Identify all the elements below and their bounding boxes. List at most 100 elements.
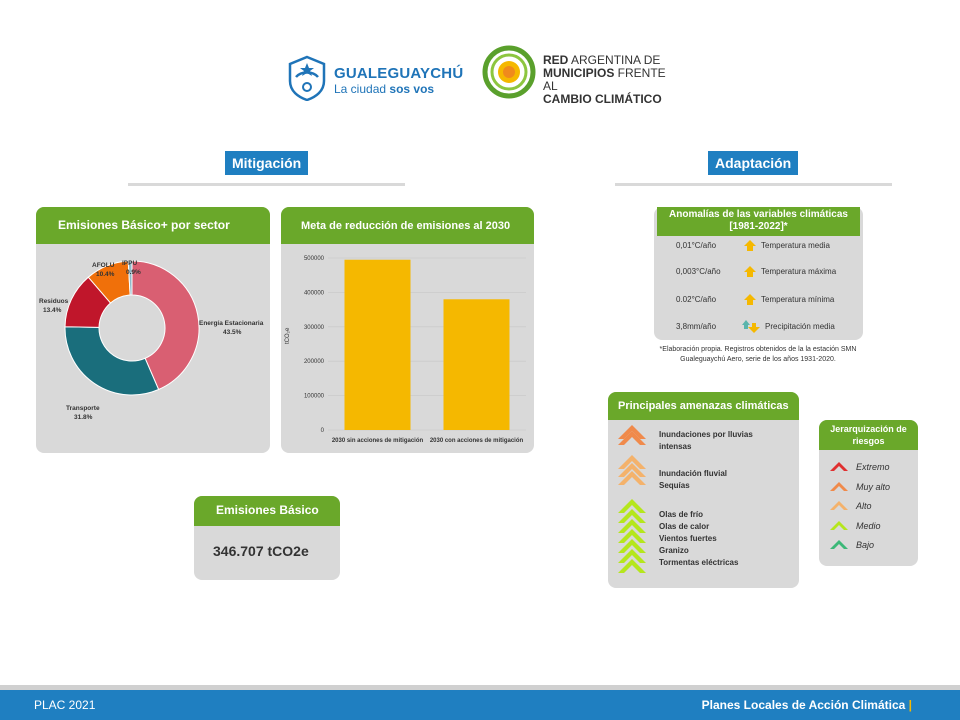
threat-arrows <box>618 425 646 573</box>
anomaly-label: Temperatura máxima <box>761 267 837 276</box>
bar-1 <box>344 259 411 430</box>
red-line-2: MUNICIPIOS FRENTE AL <box>543 67 683 93</box>
footer-bar: PLAC 2021 Planes Locales de Acción Climá… <box>0 690 960 720</box>
anomaly-row: 0.02°C/año Temperatura mínima <box>654 292 863 308</box>
basic-emissions-title: Emisiones Básico <box>216 503 319 517</box>
risk-chevron-icon <box>830 462 848 471</box>
risk-chevron-icon <box>830 501 848 510</box>
chevron-up-icon <box>618 455 646 469</box>
pie-chart: Energía Estacionaria 43.5% Transporte 31.8%… <box>39 260 264 421</box>
bar-y-tick: 400000 <box>304 290 325 296</box>
bar-chart-header: Meta de reducción de emisiones al 2030 <box>281 207 534 244</box>
threats-title: Principales amenazas climáticas <box>618 400 789 412</box>
anomaly-value: 0.02°C/año <box>676 295 717 304</box>
mitigation-rule <box>128 183 405 186</box>
bar-chart-card: Meta de reducción de emisiones al 2030 0… <box>281 207 534 453</box>
footer-separator <box>0 685 960 690</box>
bar-category-label: 2030 sin acciones de mitigación <box>332 438 424 444</box>
pie-chart-header: Emisiones Básico+ por sector <box>36 207 270 244</box>
bar-category-label: 2030 con acciones de mitigación <box>430 438 524 444</box>
chevron-up-icon <box>618 539 646 553</box>
red-line-2-bold: MUNICIPIOS <box>543 66 615 80</box>
threat-item: Granizo <box>659 546 689 555</box>
footer-left-text: PLAC 2021 <box>34 698 96 712</box>
footnote-line1: *Elaboración propia. Registros obtenidos… <box>659 346 857 353</box>
bar-chart-title: Meta de reducción de emisiones al 2030 <box>301 220 511 232</box>
anomalies-title-line1: Anomalías de las variables climáticas <box>669 209 848 220</box>
chevron-up-icon <box>618 471 646 485</box>
risk-level-label: Alto <box>856 501 872 511</box>
pie-label-name: Transporte <box>66 405 100 412</box>
bar-y-tick: 500000 <box>304 256 325 262</box>
footnote-line2: Gualeguaychú Aero, serie de los años 193… <box>680 356 836 363</box>
bar-y-axis-label: tCO₂e <box>285 327 291 344</box>
risk-legend-header: Jerarquización de riesgos <box>819 420 918 450</box>
chevron-up-icon <box>618 425 646 439</box>
chevron-up-icon <box>618 559 646 573</box>
anomalies-title-line2: [1981-2022]* <box>729 221 788 232</box>
threat-item: Olas de frío <box>659 510 704 519</box>
chevron-up-icon <box>618 549 646 563</box>
chevron-up-icon <box>618 509 646 523</box>
pie-slice-energ-a-estacionaria <box>131 260 200 391</box>
basic-emissions-header: Emisiones Básico <box>194 496 340 526</box>
risk-level-label: Bajo <box>856 540 875 550</box>
risk-chevron-icon <box>830 540 848 549</box>
anomaly-label: Precipitación media <box>765 322 835 331</box>
pie-chart-card: Emisiones Básico+ por sector Energía Est… <box>36 207 270 453</box>
footer-right-mark: | <box>908 698 912 712</box>
arrow-up-icon <box>744 266 756 277</box>
red-line-1-bold: RED <box>543 53 569 67</box>
red-argentina-logo: RED ARGENTINA DE MUNICIPIOS FRENTE AL CA… <box>482 45 683 106</box>
pie-label-value: 10.4% <box>96 271 115 278</box>
arrow-up-icon <box>744 294 756 305</box>
basic-emissions-card: Emisiones Básico 346.707 tCO2e <box>194 496 340 580</box>
basic-emissions-value: 346.707 tCO2e <box>213 543 309 559</box>
bar-y-tick: 200000 <box>304 359 325 365</box>
anomaly-label: Temperatura media <box>761 241 830 250</box>
anomaly-row: 0,01°C/año Temperatura media <box>654 238 863 254</box>
arrow-up-icon <box>744 240 756 251</box>
red-line-1-rest: ARGENTINA DE <box>568 53 661 67</box>
pie-label-name: IPPU <box>122 260 137 267</box>
pie-label-value: 43.5% <box>223 329 242 336</box>
threat-item: Tormentas eléctricas <box>659 558 739 567</box>
pie-slice-transporte <box>64 326 160 396</box>
adaptation-title: Adaptación <box>708 151 799 175</box>
pie-label-value: 13.4% <box>43 307 62 314</box>
threat-item: Sequías <box>659 481 690 490</box>
bar-2 <box>443 299 510 430</box>
risk-chevron-icon <box>830 520 848 530</box>
gualeguaychu-emblem-icon <box>288 55 326 101</box>
footer-right-label: Planes Locales de Acción Climática <box>701 698 906 712</box>
pie-slice-ippu <box>127 260 133 296</box>
red-line-3: CAMBIO CLIMÁTICO <box>543 92 662 106</box>
chevron-up-icon <box>618 519 646 533</box>
pie-label-name: AFOLU <box>92 262 115 269</box>
mitigation-title: Mitigación <box>225 151 309 175</box>
pie-label-name: Energía Estacionaria <box>199 320 264 327</box>
gualeguaychu-tagline: La ciudad sos vos <box>334 82 434 96</box>
pie-label-name: Residuos <box>39 298 69 305</box>
threat-item: intensas <box>659 442 692 451</box>
bar-y-tick: 100000 <box>304 394 325 400</box>
threats-card: Principales amenazas climáticas Inundaci… <box>608 392 799 588</box>
anomaly-value: 3,8mm/año <box>676 322 717 331</box>
chevron-up-icon <box>618 499 646 513</box>
pie-chart-title: Emisiones Básico+ por sector <box>58 218 230 232</box>
threat-item: Inundaciones por lluvias <box>659 430 753 439</box>
chevron-up-icon <box>618 529 646 543</box>
gualeguaychu-name: GUALEGUAYCHÚ <box>334 65 464 82</box>
chevron-up-icon <box>618 463 646 477</box>
threat-item: Inundación fluvial <box>659 469 728 478</box>
risk-level-label: Extremo <box>856 462 890 472</box>
risk-chevron-icon <box>830 481 848 491</box>
threats-header: Principales amenazas climáticas <box>608 392 799 420</box>
risk-title-line2: riesgos <box>852 436 885 446</box>
red-line-1: RED ARGENTINA DE <box>543 54 683 67</box>
bar-y-tick: 300000 <box>304 325 325 331</box>
anomalies-header: Anomalías de las variables climáticas [1… <box>657 207 860 236</box>
risk-legend-card: Jerarquización de riesgos Extremo Muy alt… <box>819 420 918 566</box>
bar-chart: 0 100000 200000 300000 400000 500000 tCO₂e 2030… <box>285 256 526 444</box>
threat-item: Olas de calor <box>659 522 710 531</box>
